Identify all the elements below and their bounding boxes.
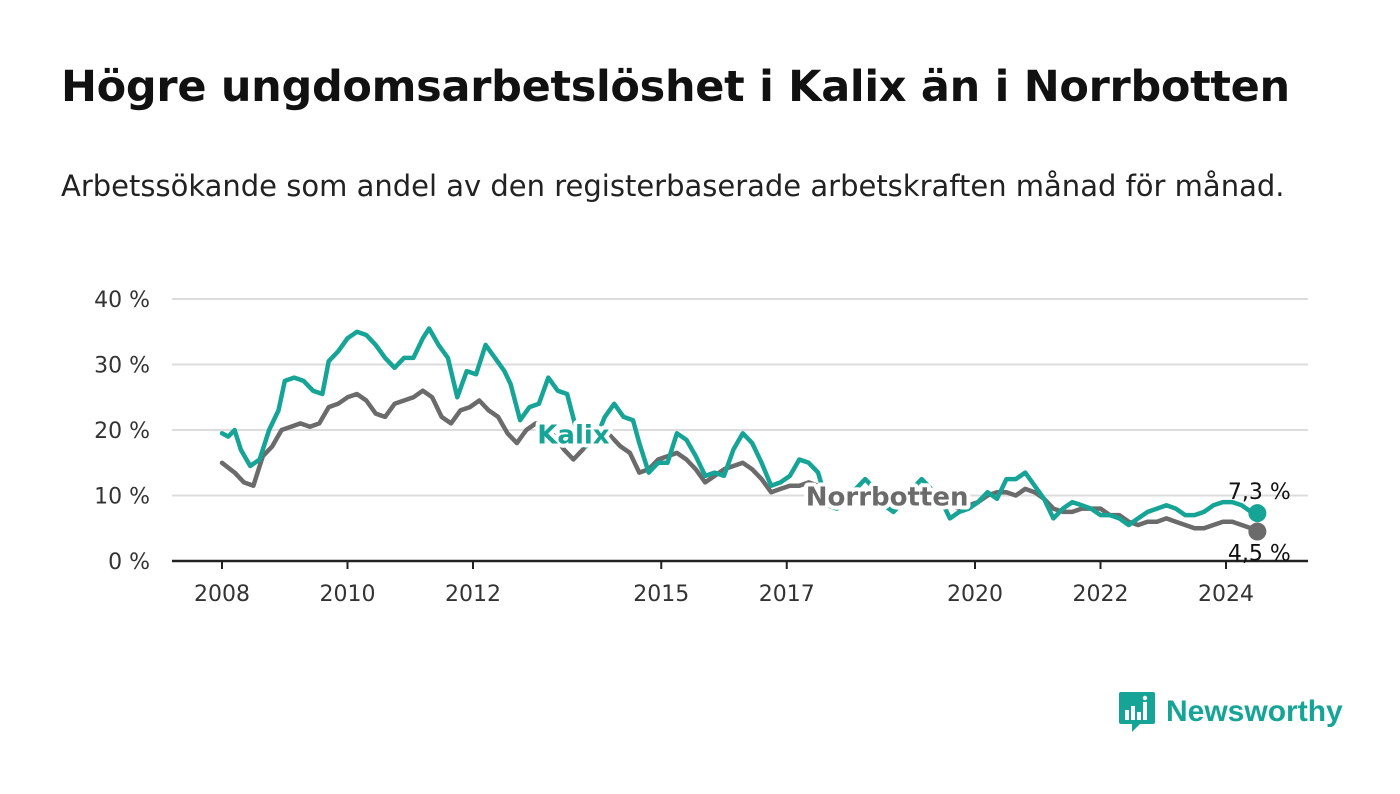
x-tick-label: 2010 xyxy=(320,582,376,607)
chart-subtitle: Arbetssökande som andel av den registerb… xyxy=(61,169,1285,203)
newsworthy-logo-icon xyxy=(1119,692,1155,732)
gridlines xyxy=(172,298,1308,563)
x-tick-label: 2017 xyxy=(759,582,815,607)
series-lines xyxy=(219,326,1267,541)
x-tick-label: 2015 xyxy=(633,582,689,607)
y-tick-label: 10 % xyxy=(94,485,150,510)
y-tick-label: 30 % xyxy=(94,354,150,379)
brand-name: Newsworthy xyxy=(1166,695,1343,728)
series-line-norrbotten xyxy=(219,388,1260,534)
y-tick-label: 40 % xyxy=(94,288,150,313)
x-tick-label: 2022 xyxy=(1073,582,1129,607)
x-tick-label: 2008 xyxy=(194,582,250,607)
x-tick-label: 2020 xyxy=(947,582,1003,607)
end-point-kalix xyxy=(1248,504,1267,523)
x-tick-label: 2012 xyxy=(445,582,501,607)
y-axis-ticks: 0 % 10 % 20 % 30 % 40 % xyxy=(94,288,150,575)
newsworthy-logo: Newsworthy xyxy=(1118,690,1343,734)
end-point-norrbotten xyxy=(1248,522,1267,541)
series-line-kalix xyxy=(219,326,1260,528)
end-value-label-norrbotten: 4,5 % xyxy=(1228,542,1291,567)
series-label-norrbotten: Norrbotten xyxy=(806,483,969,513)
x-tick-label: 2024 xyxy=(1198,582,1254,607)
series-labels: 7,3 % 4,5 % Kalix Norrbotten xyxy=(533,416,1291,567)
series-label-kalix: Kalix xyxy=(537,420,610,450)
y-tick-label: 0 % xyxy=(108,550,150,575)
y-tick-label: 20 % xyxy=(94,419,150,444)
x-axis-ticks: 2008 2010 2012 2015 2017 2020 2022 2024 xyxy=(194,561,1254,607)
end-value-label-kalix: 7,3 % xyxy=(1228,480,1291,505)
chart-title: Högre ungdomsarbetslöshet i Kalix än i N… xyxy=(61,62,1290,112)
